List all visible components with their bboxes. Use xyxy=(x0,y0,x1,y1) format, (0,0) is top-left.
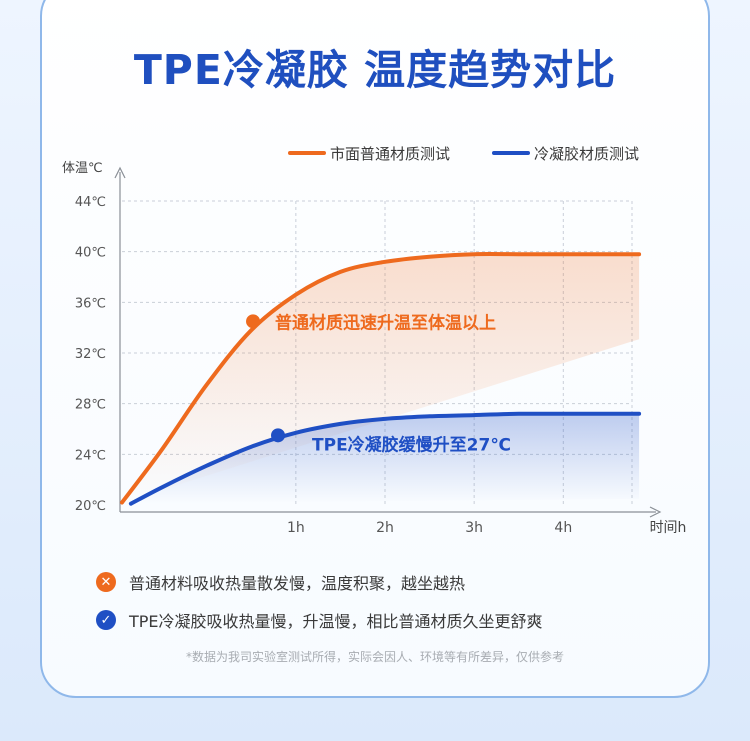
y-tick-label: 40℃ xyxy=(75,246,106,261)
legend-label-1: 市面普通材质测试 xyxy=(330,145,450,163)
y-tick-label: 32℃ xyxy=(75,347,106,362)
check-icon: ✓ xyxy=(96,610,116,630)
x-tick-label: 1h xyxy=(287,520,305,536)
y-tick-label: 24℃ xyxy=(75,448,106,463)
series-area-1 xyxy=(122,254,640,503)
annotation-label-1: 普通材质迅速升温至体温以上 xyxy=(275,312,496,333)
x-tick-label: 3h xyxy=(465,520,483,536)
x-tick-label: 2h xyxy=(376,520,394,536)
series-area-2 xyxy=(130,413,640,504)
footnote: *数据为我司实验室测试所得，实际会因人、环境等有所差异，仅供参考 xyxy=(185,650,564,664)
series-line-1 xyxy=(120,252,642,505)
annotation-label-2: TPE冷凝胶缓慢升至27℃ xyxy=(312,434,511,455)
x-tick-label: 4h xyxy=(554,520,572,536)
note-row-2: ✓ TPE冷凝胶吸收热量慢，升温慢，相比普通材质久坐更舒爽 xyxy=(96,608,543,632)
annotation-point-2 xyxy=(271,428,286,443)
legend-label-2: 冷凝胶材质测试 xyxy=(534,145,639,163)
annotation-point-1 xyxy=(246,314,261,329)
x-axis-arrow xyxy=(649,506,662,518)
x-axis-title: 时间h xyxy=(650,520,687,536)
y-tick-label: 28℃ xyxy=(75,398,106,413)
note-text-1: 普通材料吸收热量散发慢，温度积聚，越坐越热 xyxy=(129,574,466,593)
series-line-2 xyxy=(128,411,642,506)
note-row-1: ✕ 普通材料吸收热量散发慢，温度积聚，越坐越热 xyxy=(96,570,465,594)
y-axis-arrow xyxy=(114,166,126,179)
y-axis-title: 体温℃ xyxy=(62,161,103,176)
note-text-2: TPE冷凝胶吸收热量慢，升温慢，相比普通材质久坐更舒爽 xyxy=(129,612,543,631)
y-tick-label: 44℃ xyxy=(75,195,106,210)
temperature-chart: 20℃ 24℃ 28℃ 32℃ 36℃ 40℃ 44℃ 1h 2h 3h 4h 体温℃ 时间h 普通材质… xyxy=(62,145,687,536)
y-tick-label: 20℃ xyxy=(75,499,106,514)
y-tick-label: 36℃ xyxy=(75,296,106,311)
cross-icon: ✕ xyxy=(96,572,116,592)
page-title: TPE冷凝胶 温度趋势对比 xyxy=(133,46,617,94)
